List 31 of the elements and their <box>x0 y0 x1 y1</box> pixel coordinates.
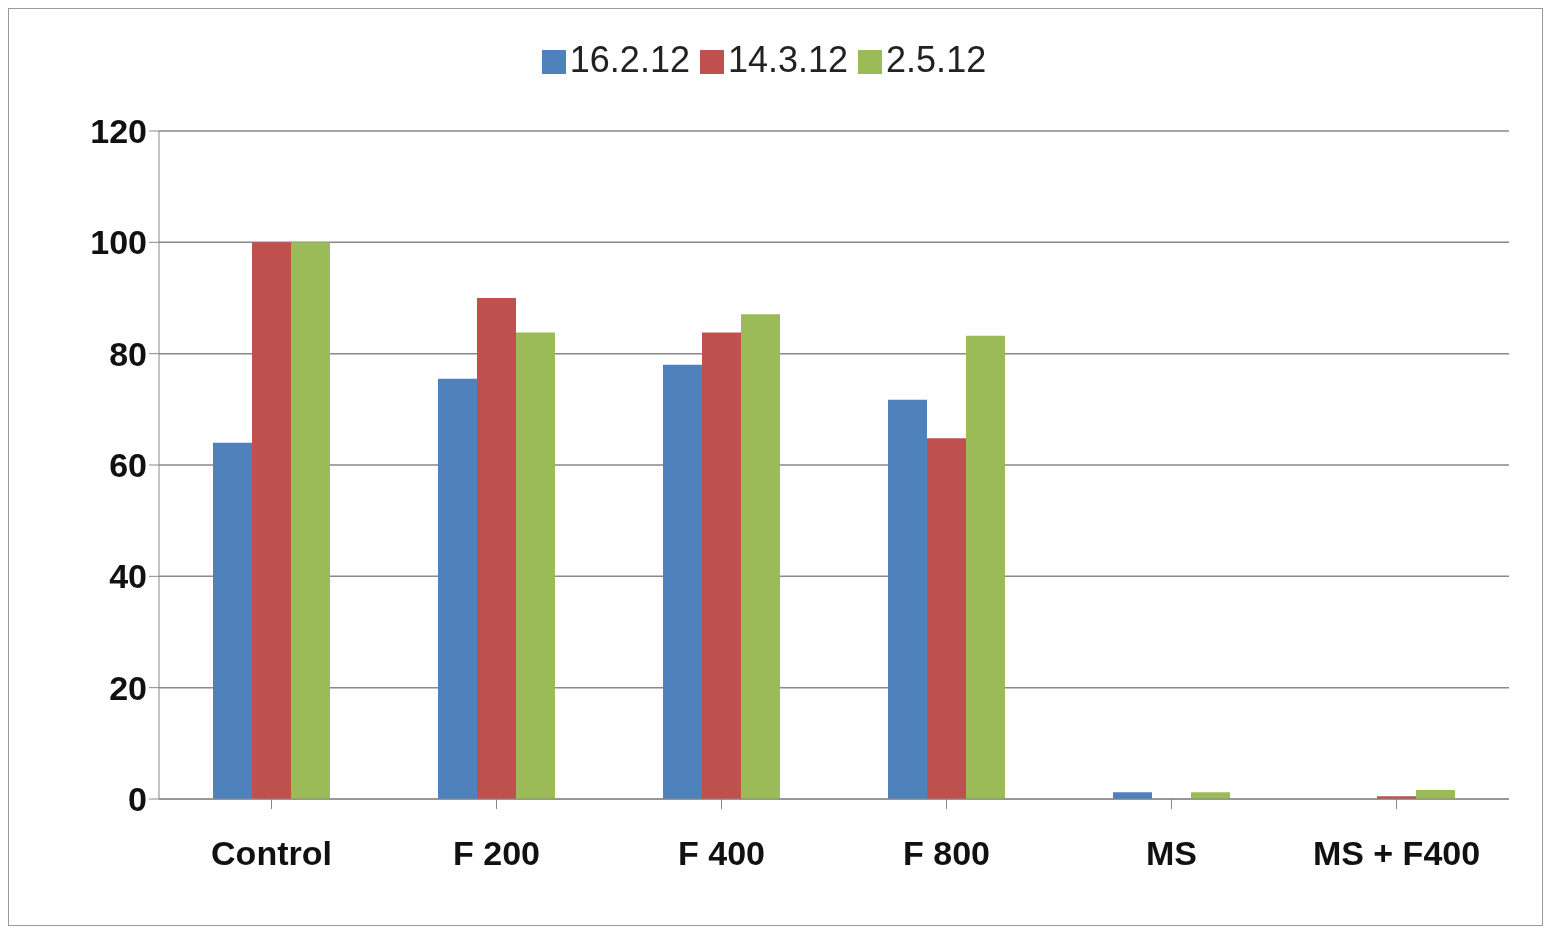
bar <box>663 364 702 799</box>
bar <box>966 335 1005 799</box>
x-tick-label: F 400 <box>678 834 765 873</box>
y-tick-label: 0 <box>128 780 147 819</box>
x-tick-label: F 200 <box>453 834 540 873</box>
y-tick-label: 60 <box>109 446 147 485</box>
y-tick-label: 20 <box>109 668 147 707</box>
x-tick-label: MS + F400 <box>1312 834 1481 873</box>
bar <box>1416 790 1455 799</box>
y-tick-label: 40 <box>109 557 147 596</box>
bar <box>438 378 477 799</box>
x-tick-label: MS <box>1146 834 1197 873</box>
x-tick-label: Control <box>211 834 332 873</box>
y-tick-label: 120 <box>90 112 147 151</box>
bar <box>213 442 252 799</box>
bar <box>888 399 927 799</box>
bar <box>1191 792 1230 799</box>
x-tick-label: F 800 <box>903 834 990 873</box>
bar <box>1113 792 1152 799</box>
bar <box>477 298 516 799</box>
bar <box>252 242 291 799</box>
bar <box>516 332 555 799</box>
legend-label: 16.2.12 <box>569 39 690 80</box>
bar <box>702 332 741 799</box>
y-tick-label: 100 <box>90 223 147 262</box>
legend-label: 2.5.12 <box>886 39 987 80</box>
bar <box>927 438 966 799</box>
y-tick-label: 80 <box>109 334 147 373</box>
legend-label: 14.3.12 <box>727 39 849 80</box>
bar <box>741 314 780 799</box>
bar <box>291 242 330 799</box>
